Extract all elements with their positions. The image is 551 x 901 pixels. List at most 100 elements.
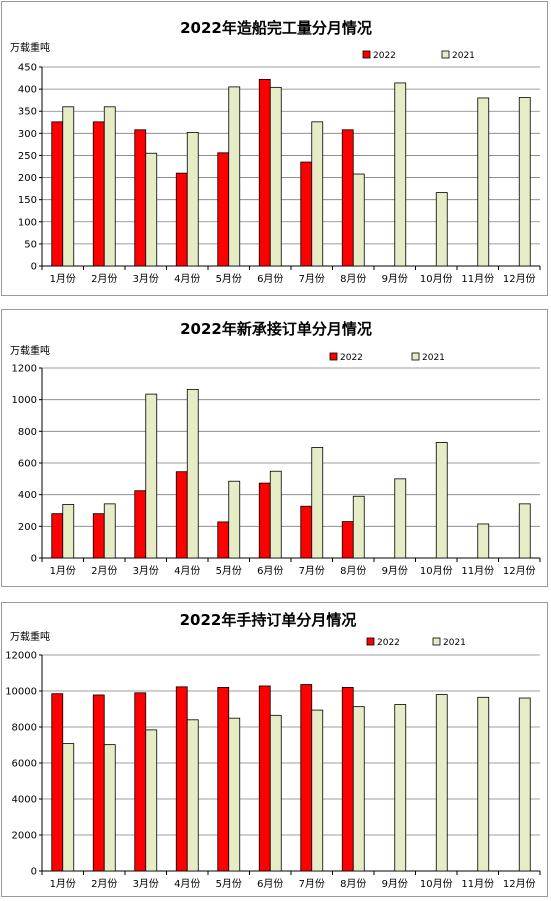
bar-2021-8月份 <box>352 706 365 872</box>
bar-2021-6月份 <box>269 470 282 559</box>
y-tick-label: 0 <box>31 262 37 273</box>
bar-2021-2月份 <box>103 106 116 267</box>
bar-2021-8月份 <box>352 495 365 559</box>
x-tick-label: 7月份 <box>299 273 325 285</box>
bar-2021-4月份 <box>186 719 199 872</box>
bar-2022-4月份 <box>175 471 188 559</box>
x-tick-label: 4月份 <box>174 565 200 577</box>
bar-2021-11月份 <box>477 696 490 872</box>
chart-panel-backlog: 2022年手持订单分月情况 万载重吨 2022 2021 0 2000 4000 60… <box>1 602 548 897</box>
bar-2022-6月份 <box>258 78 271 267</box>
chart-panel-completions: 2022年造船完工量分月情况 万载重吨 2022 2021 0 50 100 150 2… <box>1 1 548 296</box>
unit-label: 万载重吨 <box>10 630 50 643</box>
bar-2021-1月份 <box>62 106 75 267</box>
y-tick-label: 150 <box>18 195 37 206</box>
legend-swatch-2021 <box>411 352 420 361</box>
bar-2021-9月份 <box>394 478 407 559</box>
y-tick-label: 6000 <box>12 759 37 770</box>
legend-label-2022: 2022 <box>373 51 396 61</box>
bar-2022-1月份 <box>51 121 64 267</box>
bar-2021-3月份 <box>145 393 158 559</box>
x-tick-label: 6月份 <box>257 565 283 577</box>
bar-2021-1月份 <box>62 504 75 559</box>
bar-2021-1月份 <box>62 743 75 872</box>
y-tick-label: 400 <box>18 490 37 501</box>
bar-2021-3月份 <box>145 152 158 267</box>
chart-title: 2022年手持订单分月情况 <box>180 611 357 629</box>
x-tick-label: 7月份 <box>299 878 325 890</box>
y-tick-label: 200 <box>18 173 37 184</box>
x-tick-label: 3月份 <box>133 878 159 890</box>
x-tick-label: 11月份 <box>461 878 494 890</box>
y-tick-label: 1000 <box>12 395 37 406</box>
x-tick-label: 10月份 <box>420 565 453 577</box>
legend-swatch-2021 <box>432 637 441 646</box>
x-tick-label: 1月份 <box>50 878 76 890</box>
plot-area: 0 50 100 150 200 250 300 350 400 450 1月份 2月份 3月份 4月份 5… <box>18 63 541 285</box>
x-tick-label: 9月份 <box>382 565 408 577</box>
bar-2021-10月份 <box>435 694 448 872</box>
x-tick-label: 2月份 <box>91 273 117 285</box>
bar-2021-7月份 <box>311 709 324 872</box>
bar-2022-7月份 <box>300 161 313 267</box>
bar-2022-8月份 <box>341 687 354 872</box>
bar-2021-6月份 <box>269 86 282 267</box>
chart-completions: 2022年造船完工量分月情况 万载重吨 2022 2021 0 50 100 150 2… <box>10 19 541 285</box>
bar-2021-4月份 <box>186 388 199 559</box>
bar-2022-5月份 <box>217 521 230 559</box>
bar-2022-3月份 <box>134 692 147 872</box>
bar-2021-7月份 <box>311 447 324 559</box>
bar-2022-5月份 <box>217 687 230 872</box>
x-tick-label: 1月份 <box>50 273 76 285</box>
x-tick-label: 12月份 <box>503 273 536 285</box>
x-tick-label: 11月份 <box>461 565 494 577</box>
bar-2021-8月份 <box>352 173 365 267</box>
x-tick-label: 3月份 <box>133 273 159 285</box>
x-tick-label: 3月份 <box>133 565 159 577</box>
y-tick-label: 50 <box>24 239 37 250</box>
legend-swatch-2022 <box>329 352 338 361</box>
plot-area: 0 2000 4000 6000 8000 10000 12000 1月份 2月份 3月份 4月份 5… <box>5 651 541 890</box>
x-tick-label: 9月份 <box>382 273 408 285</box>
bar-2022-8月份 <box>341 521 354 559</box>
y-tick-label: 0 <box>31 554 37 565</box>
chart-new-orders: 2022年新承接订单分月情况 万载重吨 2022 2021 0 200 400 600… <box>10 320 541 577</box>
bar-2021-11月份 <box>477 523 490 559</box>
legend-swatch-2022 <box>362 50 371 59</box>
bar-2021-5月份 <box>228 480 241 559</box>
x-tick-label: 11月份 <box>461 273 494 285</box>
unit-label: 万载重吨 <box>10 41 50 54</box>
bar-2021-11月份 <box>477 97 490 267</box>
legend-label-2021: 2021 <box>422 353 445 363</box>
x-tick-label: 8月份 <box>340 565 366 577</box>
chart-panel-new-orders: 2022年新承接订单分月情况 万载重吨 2022 2021 0 200 400 600… <box>1 309 548 587</box>
bar-2022-2月份 <box>92 121 105 267</box>
bar-2021-7月份 <box>311 121 324 267</box>
y-tick-label: 0 <box>31 867 37 878</box>
bar-2022-4月份 <box>175 172 188 267</box>
bar-2022-8月份 <box>341 129 354 267</box>
x-tick-label: 7月份 <box>299 565 325 577</box>
y-tick-label: 4000 <box>12 795 37 806</box>
y-tick-label: 100 <box>18 217 37 228</box>
y-tick-label: 10000 <box>5 687 37 698</box>
legend-swatch-2022 <box>366 637 375 646</box>
legend-label-2021: 2021 <box>452 51 475 61</box>
x-tick-label: 8月份 <box>340 878 366 890</box>
chart-backlog: 2022年手持订单分月情况 万载重吨 2022 2021 0 2000 4000 60… <box>5 611 541 890</box>
y-tick-label: 350 <box>18 107 37 118</box>
y-tick-label: 200 <box>18 522 37 533</box>
x-tick-label: 5月份 <box>216 565 242 577</box>
chart-title: 2022年新承接订单分月情况 <box>180 320 372 338</box>
bar-2021-9月份 <box>394 82 407 267</box>
x-tick-label: 9月份 <box>382 878 408 890</box>
bar-2021-12月份 <box>518 503 531 559</box>
bar-2021-10月份 <box>435 192 448 267</box>
x-tick-label: 12月份 <box>503 878 536 890</box>
legend-label-2022: 2022 <box>340 353 363 363</box>
bar-2022-2月份 <box>92 694 105 872</box>
bar-2022-1月份 <box>51 693 64 872</box>
bar-2022-6月份 <box>258 685 271 872</box>
bar-2021-10月份 <box>435 442 448 559</box>
chart-title: 2022年造船完工量分月情况 <box>180 19 372 37</box>
